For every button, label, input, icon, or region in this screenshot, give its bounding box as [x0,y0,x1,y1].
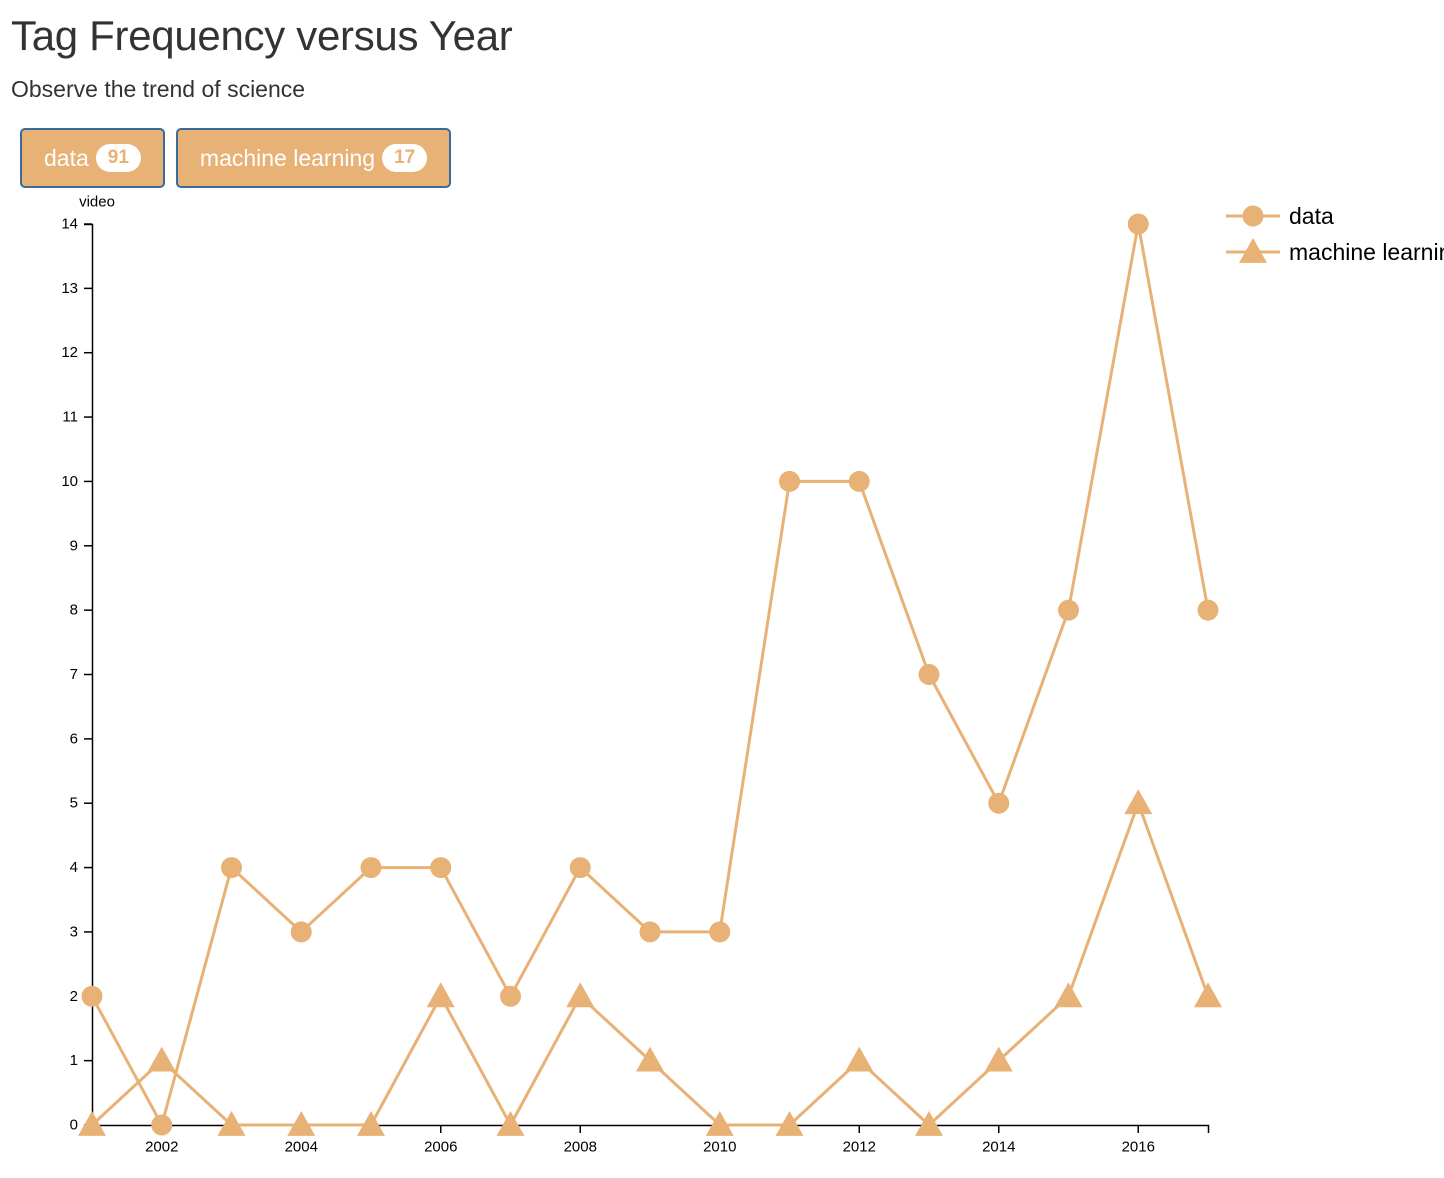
data-point-machine-learning [147,1046,176,1072]
data-point-machine-learning [357,1111,385,1136]
tag-button-machine-learning[interactable]: machine learning 17 [175,128,452,188]
y-tick-label: 7 [70,666,78,683]
x-tick-label: 2012 [843,1139,876,1156]
y-tick-label: 1 [70,1052,78,1069]
data-point-data [639,921,661,943]
data-point-data [500,985,521,1007]
x-tick-label: 2008 [564,1139,597,1156]
data-point-machine-learning [78,1111,106,1136]
data-point-machine-learning [705,1111,734,1136]
data-point-machine-learning [636,1046,664,1072]
legend-item-machine-learning: machine learning [1226,238,1444,265]
data-point-data [1197,599,1219,621]
series-line-data [90,222,1210,1127]
data-point-machine-learning [915,1111,943,1136]
x-axis-line [91,1124,1210,1133]
data-point-data [290,921,312,943]
data-point-machine-learning [1194,982,1222,1008]
tag-count-badge: 91 [95,144,141,172]
data-point-machine-learning [1124,789,1153,815]
chart-series [78,213,1222,1136]
y-axis-label: video [79,194,115,211]
tag-button-label: data [44,144,89,171]
legend-item-data: data [1226,203,1334,229]
y-tick-label: 13 [61,280,78,297]
data-point-data [430,857,452,879]
data-point-data [151,1114,173,1136]
x-tick-label: 2010 [703,1139,736,1156]
x-tick-label: 2002 [145,1139,178,1156]
tag-button-group: data 91 machine learning 17 [20,128,452,188]
y-tick-label: 4 [70,859,78,876]
data-point-data [918,664,940,685]
data-point-machine-learning [984,1046,1013,1072]
chart-legend: data machine learning [1226,203,1444,265]
data-point-machine-learning [426,982,455,1008]
data-point-data [1127,213,1149,235]
tag-button-data[interactable]: data 91 [20,128,165,188]
y-tick-label: 0 [70,1117,78,1134]
y-tick-label: 2 [70,988,78,1005]
data-point-data [360,857,382,879]
y-tick-label: 12 [61,344,78,361]
tag-count-badge: 17 [382,144,428,172]
data-point-data [709,921,731,943]
x-tick-label: 2006 [424,1139,457,1156]
page-title: Tag Frequency versus Year [11,12,513,59]
y-tick-label: 3 [70,923,78,940]
y-tick-label: 11 [62,409,78,426]
page-subtitle: Observe the trend of science [11,76,306,102]
data-point-data [988,792,1010,814]
data-point-machine-learning [566,982,595,1008]
y-tick-label: 10 [61,473,78,490]
data-point-data [779,470,800,492]
data-point-data [569,857,591,879]
y-tick-label: 9 [70,537,78,554]
data-point-data [1058,599,1079,621]
tag-button-label: machine learning [199,144,376,171]
data-point-machine-learning [775,1111,804,1136]
data-point-machine-learning [496,1111,525,1136]
legend-swatch-marker [1239,238,1267,263]
data-point-data [81,985,103,1007]
x-tick-label: 2016 [1122,1139,1155,1156]
y-tick-label: 14 [61,216,78,233]
data-point-machine-learning [287,1111,316,1136]
data-point-machine-learning [1054,982,1083,1008]
series-line-machine-learning [90,801,1210,1127]
legend-swatch-marker [1242,205,1264,227]
data-point-machine-learning [217,1111,246,1136]
legend-label: machine learning [1289,239,1444,265]
y-tick-label: 5 [70,795,78,812]
x-tick-label: 2014 [982,1139,1015,1156]
x-tick-label: 2004 [285,1139,318,1156]
series-data [81,213,1219,1136]
data-point-data [848,470,870,492]
data-point-machine-learning [845,1046,874,1072]
y-tick-label: 6 [70,730,78,747]
data-point-data [221,857,242,879]
y-tick-label: 8 [70,602,78,619]
series-machine-learning [78,789,1222,1136]
legend-label: data [1289,203,1334,229]
